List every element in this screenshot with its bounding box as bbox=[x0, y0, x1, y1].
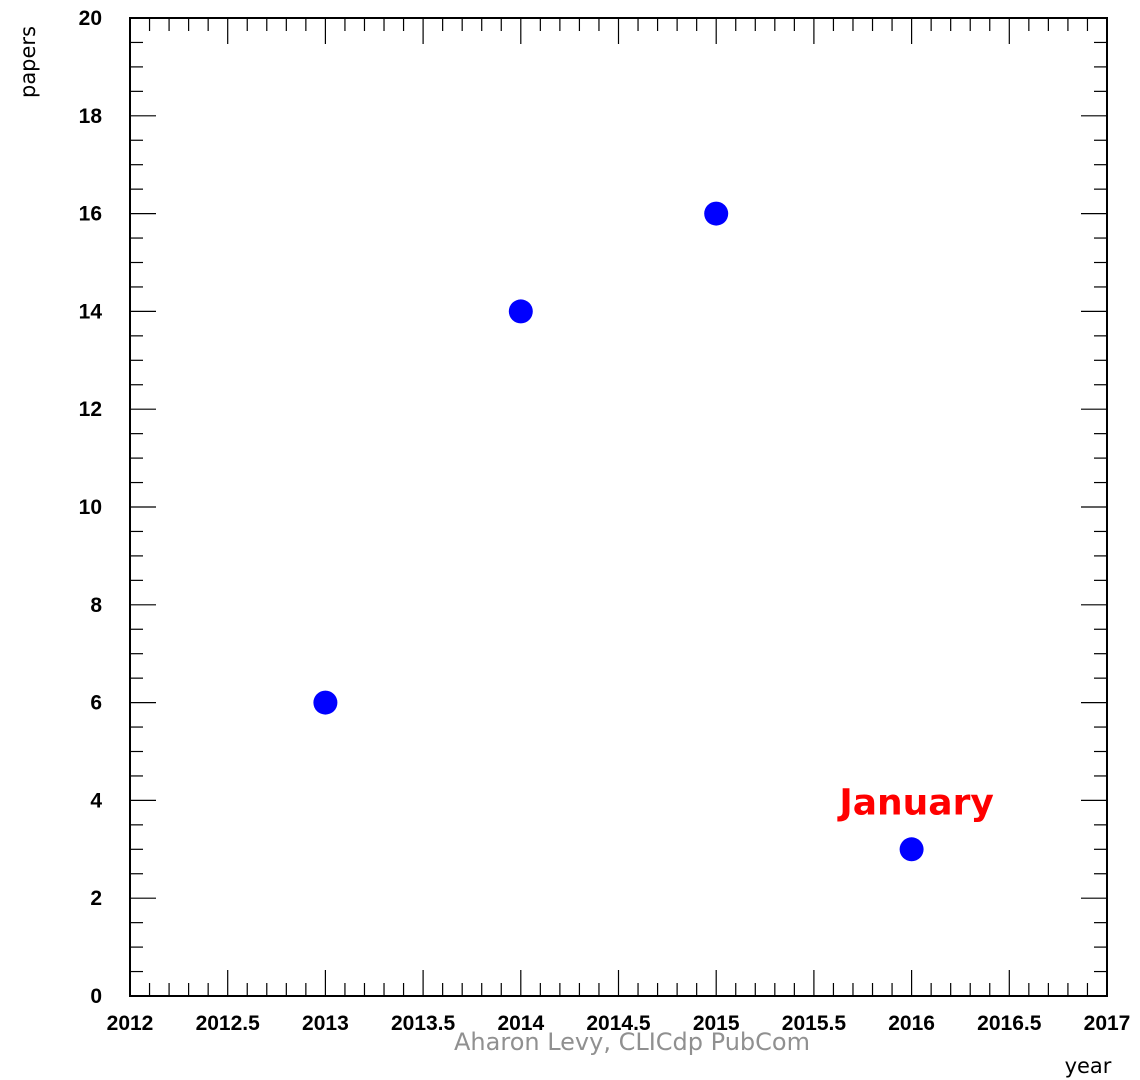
y-tick-label: 14 bbox=[79, 300, 103, 323]
x-tick-label: 2016.5 bbox=[977, 1012, 1042, 1035]
y-tick-label: 6 bbox=[90, 692, 102, 715]
x-tick-label: 2012.5 bbox=[196, 1012, 261, 1035]
y-tick-label: 4 bbox=[90, 789, 102, 812]
y-tick-label: 8 bbox=[90, 594, 102, 617]
x-tick-labels: 2012 2012.5 2013 2013.5 2014 2014.5 2015 2015.5… bbox=[107, 1012, 1131, 1035]
footer-credit: Aharon Levy, CLICdp PubCom bbox=[454, 1028, 810, 1056]
x-tick-label: 2015.5 bbox=[782, 1012, 847, 1035]
data-points bbox=[313, 201, 924, 862]
data-point bbox=[704, 201, 729, 226]
x-tick-label: 2014 bbox=[497, 1012, 544, 1035]
x-tick-label: 2015 bbox=[693, 1012, 740, 1035]
x-tick-label: 2016 bbox=[888, 1012, 935, 1035]
data-point bbox=[508, 299, 533, 324]
annotation-january: January bbox=[836, 782, 993, 823]
x-tick-label: 2012 bbox=[107, 1012, 154, 1035]
y-tick-label: 12 bbox=[79, 398, 102, 421]
y-tick-label: 0 bbox=[90, 985, 102, 1008]
y-tick-label: 18 bbox=[79, 105, 103, 128]
x-tick-label: 2017 bbox=[1084, 1012, 1131, 1035]
x-tick-label: 2013 bbox=[302, 1012, 349, 1035]
data-point bbox=[899, 837, 924, 862]
y-tick-labels: 0 2 4 6 8 10 12 14 16 18 20 bbox=[79, 7, 103, 1008]
data-point bbox=[313, 690, 338, 715]
y-tick-label: 16 bbox=[79, 203, 102, 226]
y-axis-title: papers bbox=[16, 26, 40, 98]
x-axis-title: year bbox=[1065, 1054, 1112, 1078]
y-tick-label: 20 bbox=[79, 7, 102, 30]
y-tick-label: 2 bbox=[90, 887, 102, 910]
axis-ticks bbox=[129, 17, 1108, 997]
y-tick-label: 10 bbox=[79, 496, 102, 519]
plot-frame bbox=[129, 17, 1108, 997]
x-tick-label: 2013.5 bbox=[391, 1012, 456, 1035]
x-tick-label: 2014.5 bbox=[586, 1012, 651, 1035]
